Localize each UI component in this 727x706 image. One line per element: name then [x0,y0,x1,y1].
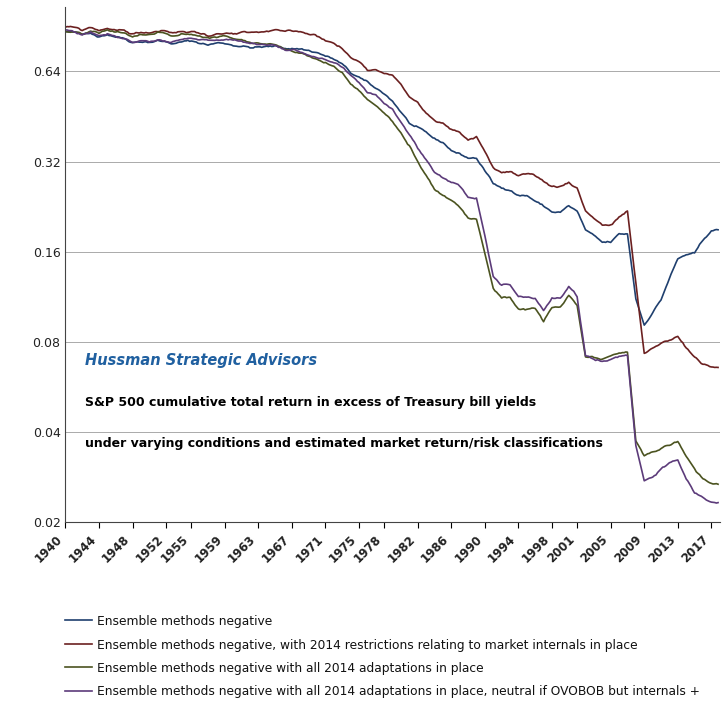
Ensemble methods negative with all 2014 adaptations in place [501,293,510,301]
Ensemble methods negative [61,27,70,35]
Ensemble methods negative, with 2014 restrictions relating to market internals in place [566,180,575,189]
Text: under varying conditions and estimated market return/risk classifications: under varying conditions and estimated m… [85,437,603,450]
Ensemble methods negative, with 2014 restrictions relating to market internals in place [140,29,148,37]
Ensemble methods negative with all 2014 adaptations in place, neutral if OVOBOB but internals + [550,294,558,303]
Ensemble methods negative with all 2014 adaptations in place, neutral if OVOBOB but internals + [138,37,147,45]
Ensemble methods negative [714,225,723,234]
Ensemble methods negative [499,184,507,193]
Ensemble methods negative with all 2014 adaptations in place [714,480,723,489]
Ensemble methods negative [524,192,533,201]
Ensemble methods negative, with 2014 restrictions relating to market internals in place [66,23,75,31]
Ensemble methods negative, with 2014 restrictions relating to market internals in place [501,168,510,176]
Legend: Ensemble methods negative, Ensemble methods negative, with 2014 restrictions rel: Ensemble methods negative, Ensemble meth… [65,615,700,698]
Ensemble methods negative [550,208,558,217]
Ensemble methods negative with all 2014 adaptations in place [103,25,112,34]
Line: Ensemble methods negative, with 2014 restrictions relating to market internals in place: Ensemble methods negative, with 2014 res… [65,27,718,367]
Ensemble methods negative with all 2014 adaptations in place [140,30,148,39]
Ensemble methods negative with all 2014 adaptations in place [566,293,575,301]
Ensemble methods negative with all 2014 adaptations in place, neutral if OVOBOB but internals + [564,282,573,291]
Ensemble methods negative, with 2014 restrictions relating to market internals in place [551,182,560,191]
Ensemble methods negative with all 2014 adaptations in place, neutral if OVOBOB but internals + [598,357,606,366]
Ensemble methods negative with all 2014 adaptations in place, neutral if OVOBOB but internals + [714,498,723,507]
Ensemble methods negative [598,238,606,246]
Text: Hussman Strategic Advisors: Hussman Strategic Advisors [85,353,317,368]
Ensemble methods negative with all 2014 adaptations in place [600,354,608,363]
Ensemble methods negative, with 2014 restrictions relating to market internals in place [61,23,70,31]
Ensemble methods negative with all 2014 adaptations in place [526,304,534,313]
Ensemble methods negative with all 2014 adaptations in place [551,303,560,311]
Ensemble methods negative with all 2014 adaptations in place, neutral if OVOBOB but internals + [524,293,533,301]
Line: Ensemble methods negative with all 2014 adaptations in place, neutral if OVOBOB but internals +: Ensemble methods negative with all 2014 … [65,30,718,503]
Ensemble methods negative, with 2014 restrictions relating to market internals in place [526,169,534,178]
Ensemble methods negative [138,38,147,47]
Line: Ensemble methods negative: Ensemble methods negative [65,31,718,325]
Ensemble methods negative, with 2014 restrictions relating to market internals in place [714,363,723,371]
Ensemble methods negative, with 2014 restrictions relating to market internals in place [600,221,608,229]
Ensemble methods negative with all 2014 adaptations in place, neutral if OVOBOB but internals + [61,25,70,34]
Ensemble methods negative with all 2014 adaptations in place, neutral if OVOBOB but internals + [499,280,507,289]
Ensemble methods negative with all 2014 adaptations in place, neutral if OVOBOB but internals + [712,499,720,508]
Text: S&P 500 cumulative total return in excess of Treasury bill yields: S&P 500 cumulative total return in exces… [85,396,537,409]
Ensemble methods negative [640,321,648,330]
Ensemble methods negative with all 2014 adaptations in place [61,28,70,36]
Ensemble methods negative [564,201,573,210]
Line: Ensemble methods negative with all 2014 adaptations in place: Ensemble methods negative with all 2014 … [65,30,718,484]
